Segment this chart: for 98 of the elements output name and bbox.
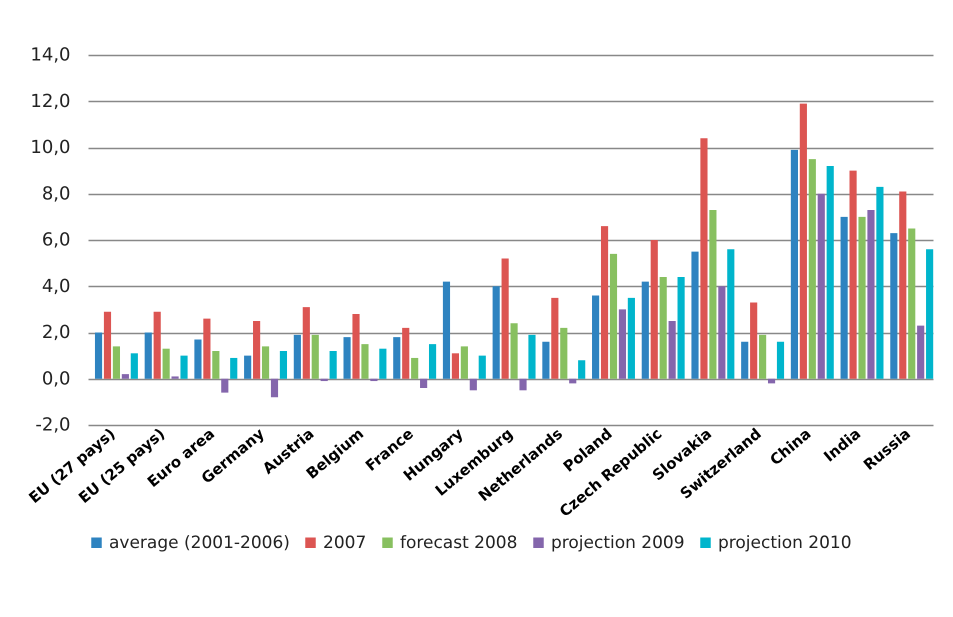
bar [560, 328, 568, 379]
bar [221, 378, 228, 393]
y-tick-label: 12,0 [30, 90, 70, 112]
bar [122, 374, 129, 379]
bar [262, 346, 270, 379]
y-tick-label: 10,0 [30, 137, 70, 158]
bar [393, 337, 400, 379]
bar [294, 334, 301, 379]
bar [230, 358, 238, 379]
bar [352, 314, 360, 379]
y-tick-label: -2,0 [35, 414, 70, 436]
bar [700, 138, 708, 379]
bar [592, 296, 600, 379]
bar [776, 342, 784, 379]
bar [578, 360, 586, 379]
bar [280, 351, 288, 379]
bar [212, 351, 220, 379]
bar [618, 309, 626, 379]
bar [610, 254, 618, 379]
bar [203, 318, 210, 379]
bar [502, 258, 509, 379]
bar [908, 228, 916, 379]
bar [343, 337, 351, 379]
bar [442, 282, 450, 379]
bar [162, 348, 170, 379]
bar [759, 334, 766, 379]
bar [104, 312, 112, 379]
y-tick-label: 0,0 [42, 368, 70, 390]
bar [379, 348, 386, 379]
bar [741, 342, 748, 379]
y-tick-label: 14,0 [30, 44, 70, 66]
bar [519, 378, 527, 390]
bar [478, 356, 486, 379]
legend-label: projection 2010 [718, 532, 852, 553]
bar [600, 226, 608, 379]
bar [402, 328, 410, 379]
bar [154, 312, 161, 379]
bar [660, 277, 667, 379]
bar [808, 159, 816, 379]
bar [470, 378, 477, 390]
bar [727, 249, 734, 379]
bar [320, 378, 328, 382]
bar [144, 332, 152, 379]
bar [678, 277, 685, 379]
bar [420, 378, 428, 388]
bar [790, 150, 798, 379]
bar [849, 170, 857, 379]
bar [899, 191, 906, 379]
bar [330, 351, 337, 379]
bar [411, 358, 418, 379]
bar [890, 233, 898, 379]
bar [691, 252, 699, 379]
bar [840, 216, 848, 379]
bar [876, 186, 884, 379]
bar [642, 282, 649, 379]
bar [312, 334, 319, 379]
bar [542, 342, 550, 379]
bar [492, 286, 500, 379]
legend-label: average (2001-2006) [109, 532, 290, 553]
bar [172, 376, 179, 379]
bar [528, 334, 536, 379]
bar [244, 356, 252, 379]
bar [428, 344, 436, 379]
bar [800, 104, 807, 379]
bar [452, 353, 460, 379]
bar [628, 298, 635, 379]
legend-label: 2007 [323, 532, 366, 553]
bar [917, 326, 924, 379]
bar [130, 353, 138, 379]
bar [750, 302, 758, 379]
legend-label: forecast 2008 [400, 532, 518, 553]
bar [926, 249, 934, 379]
bar [94, 332, 102, 379]
bar [718, 286, 726, 379]
bar [826, 166, 834, 379]
bar [361, 344, 369, 379]
bar [194, 339, 202, 379]
bar [668, 320, 676, 379]
bar [858, 216, 866, 379]
y-tick-label: 8,0 [42, 183, 70, 204]
bar [867, 210, 875, 379]
y-tick-label: 2,0 [42, 322, 70, 343]
bar [302, 307, 310, 379]
bar [768, 378, 776, 384]
legend-label: projection 2009 [551, 532, 685, 553]
bar [569, 378, 576, 384]
bar [270, 378, 278, 398]
bar [253, 320, 260, 379]
bar [709, 210, 716, 379]
bar [180, 356, 188, 379]
bar [460, 346, 468, 379]
bar [818, 194, 825, 379]
y-tick-label: 4,0 [42, 276, 70, 297]
bar [510, 323, 518, 379]
bar [551, 298, 558, 379]
y-tick-label: 6,0 [42, 230, 70, 250]
bar [650, 240, 658, 379]
bar [112, 346, 120, 379]
